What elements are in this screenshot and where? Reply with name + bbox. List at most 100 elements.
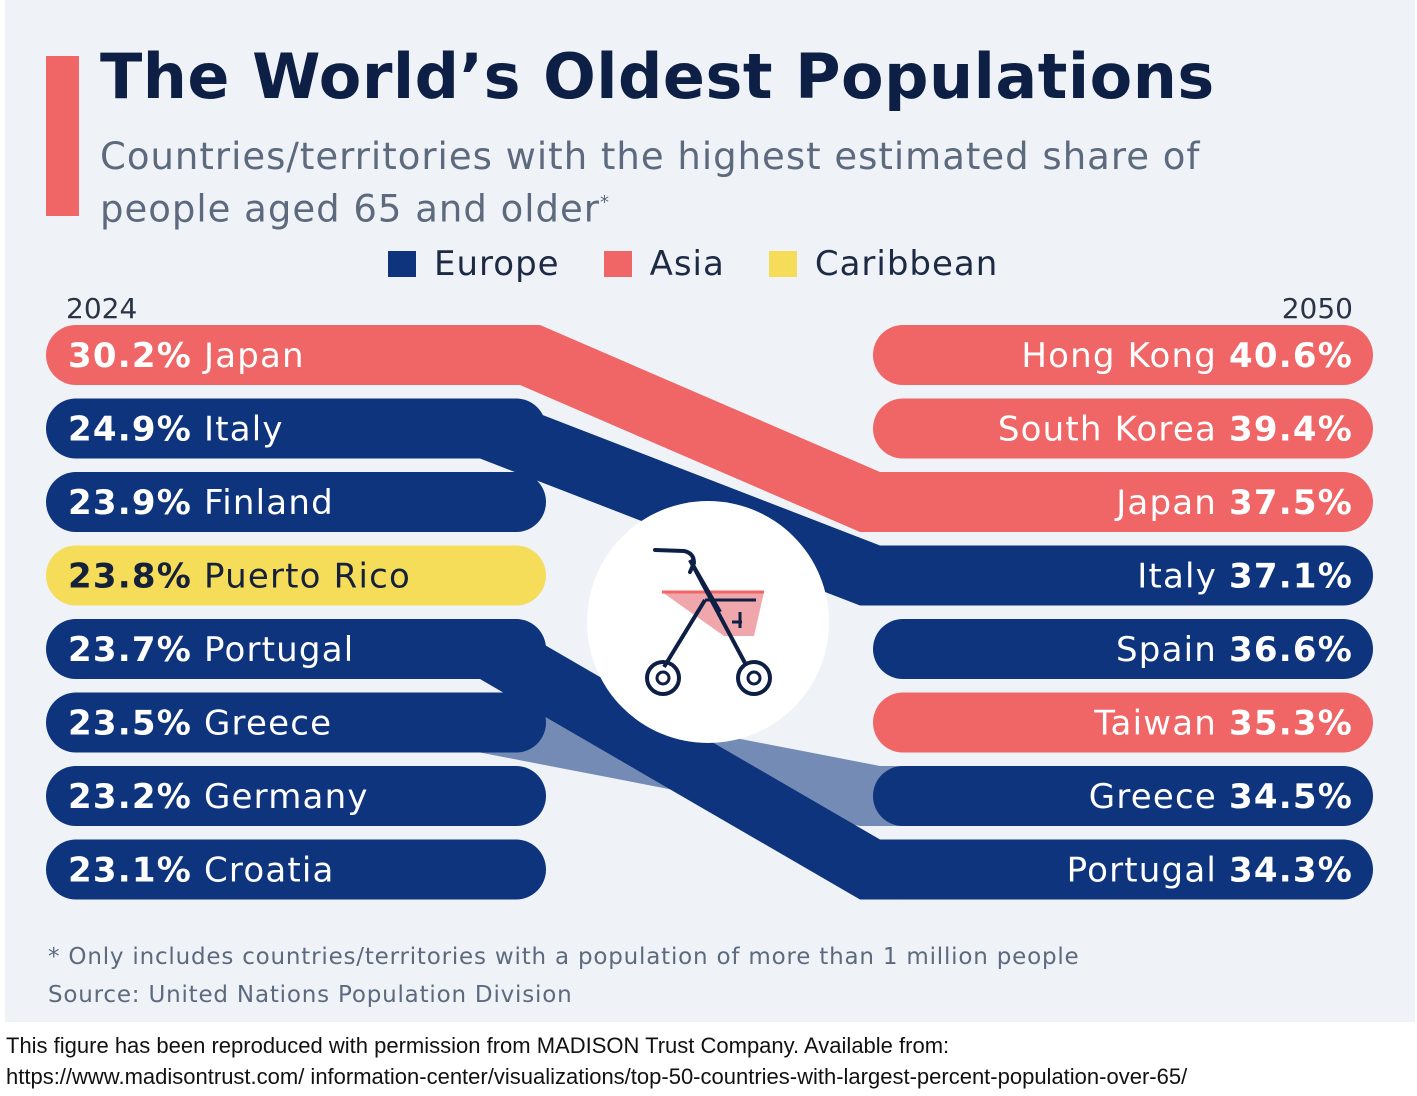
year-label-right: 2050 <box>1281 292 1353 325</box>
subtitle-footnote-mark: * <box>599 192 610 213</box>
left-country-croatia: Croatia <box>192 851 335 891</box>
right-bar-shape-taiwan <box>873 692 1373 753</box>
left-bar-label-portugal: 23.7% Portugal <box>68 630 354 670</box>
right-value-italy: 37.1% <box>1229 557 1353 597</box>
right-bar-label-italy: Italy 37.1% <box>1137 557 1353 597</box>
credit-line-1: This figure has been reproduced with per… <box>6 1033 950 1058</box>
right-bar-greece: Greece 34.5% <box>873 766 1373 826</box>
chart-title: The World’s Oldest Populations <box>100 40 1215 113</box>
right-value-spain: 36.6% <box>1229 630 1353 670</box>
right-bar-shape-japan <box>873 472 1373 532</box>
legend-label-caribbean: Caribbean <box>814 244 999 284</box>
left-country-puerto-rico: Puerto Rico <box>192 557 411 597</box>
left-bar-shape-japan <box>46 325 546 385</box>
left-bar-germany: 23.2% Germany <box>46 766 546 826</box>
legend-swatch-caribbean <box>768 251 797 277</box>
left-country-germany: Germany <box>192 777 369 817</box>
legend-item-caribbean: Caribbean <box>768 244 999 284</box>
right-bar-taiwan: Taiwan 35.3% <box>873 692 1373 753</box>
right-country-taiwan: Taiwan <box>1093 704 1229 744</box>
left-country-japan: Japan <box>192 336 305 376</box>
left-value-italy: 24.9% <box>68 410 192 450</box>
left-country-italy: Italy <box>192 410 284 450</box>
legend-label-asia: Asia <box>649 244 725 284</box>
left-bar-puerto-rico: 23.8% Puerto Rico <box>46 545 546 606</box>
footnote: * Only includes countries/territories wi… <box>48 944 1080 970</box>
left-country-greece: Greece <box>192 704 332 744</box>
right-value-taiwan: 35.3% <box>1229 704 1353 744</box>
right-bar-shape-greece <box>873 766 1373 826</box>
left-bar-label-puerto-rico: 23.8% Puerto Rico <box>68 557 411 597</box>
subtitle-text: Countries/territories with the highest e… <box>100 135 1201 231</box>
left-bar-shape-puerto-rico <box>46 545 546 606</box>
left-bar-label-japan: 30.2% Japan <box>68 336 305 376</box>
right-country-italy: Italy <box>1137 557 1229 597</box>
left-value-puerto-rico: 23.8% <box>68 557 192 597</box>
left-bar-croatia: 23.1% Croatia <box>46 839 546 900</box>
left-bar-label-germany: 23.2% Germany <box>68 777 369 817</box>
left-bar-shape-croatia <box>46 839 546 900</box>
left-bar-shape-italy <box>46 398 546 459</box>
right-country-portugal: Portugal <box>1067 851 1229 891</box>
right-bar-south-korea: South Korea 39.4% <box>873 398 1373 459</box>
left-bar-greece: 23.5% Greece <box>46 692 546 753</box>
left-country-finland: Finland <box>192 483 334 523</box>
right-bar-label-south-korea: South Korea 39.4% <box>998 410 1353 450</box>
reproduction-credit: This figure has been reproduced with per… <box>6 1030 1187 1092</box>
right-column-2050: Hong Kong 40.6%South Korea 39.4%Japan 37… <box>873 325 1373 900</box>
left-bar-shape-finland <box>46 472 546 532</box>
left-value-portugal: 23.7% <box>68 630 192 670</box>
left-bar-label-finland: 23.9% Finland <box>68 483 334 523</box>
left-bar-label-greece: 23.5% Greece <box>68 704 332 744</box>
legend-item-europe: Europe <box>388 244 560 284</box>
right-bar-label-taiwan: Taiwan 35.3% <box>1093 704 1353 744</box>
source-note: Source: United Nations Population Divisi… <box>48 982 573 1008</box>
left-value-greece: 23.5% <box>68 704 192 744</box>
left-bar-label-italy: 24.9% Italy <box>68 410 284 450</box>
right-value-greece: 34.5% <box>1229 777 1353 817</box>
left-bar-shape-germany <box>46 766 546 826</box>
right-bar-shape-portugal <box>873 839 1373 900</box>
right-bar-portugal: Portugal 34.3% <box>873 839 1373 900</box>
right-bar-shape-italy <box>873 545 1373 606</box>
year-label-left: 2024 <box>66 292 138 325</box>
left-bar-portugal: 23.7% Portugal <box>46 619 546 679</box>
right-bar-label-hong-kong: Hong Kong 40.6% <box>1021 336 1353 376</box>
right-bar-shape-south-korea <box>873 398 1373 459</box>
left-bar-japan: 30.2% Japan <box>46 325 546 385</box>
left-value-japan: 30.2% <box>68 336 192 376</box>
right-bar-label-spain: Spain 36.6% <box>1116 630 1353 670</box>
left-country-portugal: Portugal <box>192 630 354 670</box>
left-value-croatia: 23.1% <box>68 851 192 891</box>
right-bar-shape-hong-kong <box>873 325 1373 385</box>
right-country-japan: Japan <box>1114 483 1229 523</box>
right-country-greece: Greece <box>1089 777 1229 817</box>
right-bar-label-japan: Japan 37.5% <box>1114 483 1353 523</box>
legend-swatch-asia <box>603 251 632 277</box>
right-bar-label-portugal: Portugal 34.3% <box>1067 851 1353 891</box>
chart-subtitle: Countries/territories with the highest e… <box>100 134 1340 232</box>
credit-line-2: https://www.madisontrust.com/ informatio… <box>6 1064 1188 1089</box>
right-value-japan: 37.5% <box>1229 483 1353 523</box>
right-bar-shape-spain <box>873 619 1373 679</box>
right-value-south-korea: 39.4% <box>1229 410 1353 450</box>
title-accent-bar <box>46 56 79 216</box>
right-country-spain: Spain <box>1116 630 1229 670</box>
right-country-south-korea: South Korea <box>998 410 1229 450</box>
left-bar-label-croatia: 23.1% Croatia <box>68 851 335 891</box>
right-bar-italy: Italy 37.1% <box>873 545 1373 606</box>
legend: Europe Asia Caribbean <box>388 244 998 284</box>
legend-label-europe: Europe <box>434 244 560 284</box>
right-bar-japan: Japan 37.5% <box>873 472 1373 532</box>
right-value-portugal: 34.3% <box>1229 851 1353 891</box>
right-value-hong-kong: 40.6% <box>1229 336 1353 376</box>
left-bar-italy: 24.9% Italy <box>46 398 546 459</box>
legend-item-asia: Asia <box>603 244 725 284</box>
rollator-walker-icon <box>587 501 829 743</box>
left-bar-shape-greece <box>46 692 546 753</box>
right-bar-spain: Spain 36.6% <box>873 619 1373 679</box>
left-bar-shape-portugal <box>46 619 546 679</box>
right-bar-label-greece: Greece 34.5% <box>1089 777 1353 817</box>
left-value-finland: 23.9% <box>68 483 192 523</box>
